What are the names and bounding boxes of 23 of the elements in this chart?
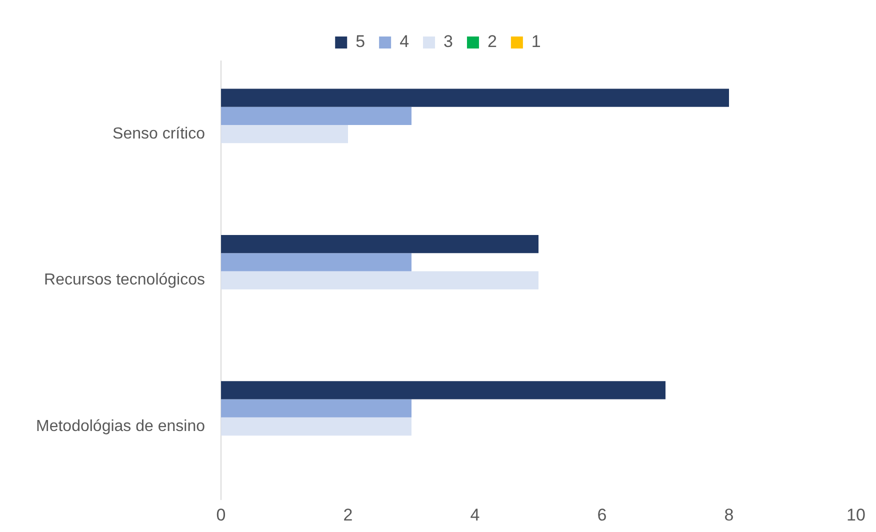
bar bbox=[221, 399, 412, 418]
bar bbox=[221, 88, 729, 107]
x-tick-label: 6 bbox=[597, 505, 607, 524]
x-tick-label: 2 bbox=[343, 505, 353, 524]
x-tick-label: 0 bbox=[216, 505, 226, 524]
x-tick-label: 10 bbox=[846, 505, 866, 524]
bar bbox=[221, 234, 539, 254]
bar bbox=[221, 253, 412, 272]
legend-label: 3 bbox=[444, 32, 453, 52]
legend-label: 5 bbox=[356, 32, 366, 52]
legend-label: 4 bbox=[400, 32, 410, 52]
legend-label: 2 bbox=[487, 32, 497, 52]
y-tick-label: Senso crítico bbox=[112, 126, 206, 143]
y-tick-label: Metodológias de ensino bbox=[36, 418, 206, 435]
bar bbox=[221, 381, 666, 400]
y-tick-label: Recursos tecnológicos bbox=[44, 272, 206, 289]
legend-label: 1 bbox=[531, 32, 541, 52]
bar bbox=[221, 125, 348, 144]
x-tick-label: 4 bbox=[470, 505, 480, 524]
bar bbox=[221, 271, 539, 290]
bar bbox=[221, 417, 412, 436]
bar bbox=[221, 106, 412, 126]
x-tick-label: 8 bbox=[724, 505, 734, 524]
